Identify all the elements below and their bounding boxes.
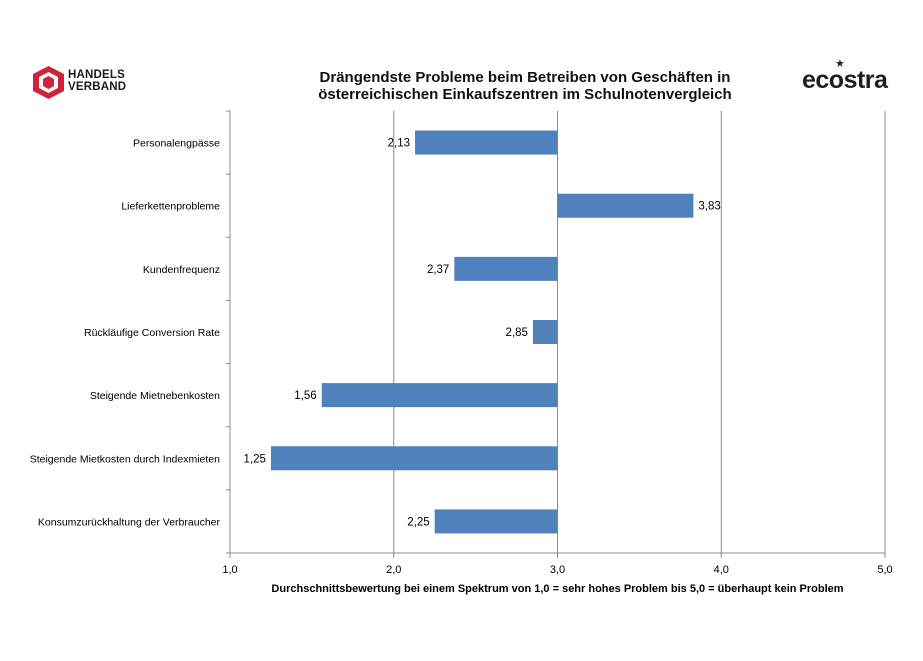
category-label: Personalengpässe bbox=[133, 138, 220, 150]
bar bbox=[321, 383, 558, 408]
handelsverband-logo-mark bbox=[33, 66, 64, 99]
x-tick-label: 5,0 bbox=[877, 564, 892, 576]
chart-title-line-1: Drängendste Probleme beim Betreiben von … bbox=[319, 69, 731, 86]
x-tick-label: 2,0 bbox=[386, 564, 401, 576]
bar bbox=[270, 446, 558, 471]
data-label: 1,25 bbox=[244, 453, 266, 465]
data-label: 2,85 bbox=[506, 327, 528, 339]
chart-title-line-2: österreichischen Einkaufszentren im Schu… bbox=[318, 86, 732, 103]
handelsverband-logo-text: HANDELS VERBAND bbox=[68, 69, 127, 93]
category-label: Steigende Mietkosten durch Indexmieten bbox=[30, 453, 220, 465]
category-label: Steigende Mietnebenkosten bbox=[90, 390, 220, 402]
data-label: 2,37 bbox=[427, 264, 449, 276]
chart-title: Drängendste Probleme beim Betreiben von … bbox=[290, 69, 760, 103]
category-label: Kundenfrequenz bbox=[143, 264, 220, 276]
bar bbox=[454, 256, 558, 281]
x-tick-label: 4,0 bbox=[714, 564, 729, 576]
bar bbox=[434, 509, 558, 534]
category-label: Konsumzurückhaltung der Verbraucher bbox=[38, 516, 221, 528]
ecostra-logo-text: ecostra bbox=[802, 66, 888, 94]
ecostra-logo: ecostra ★ bbox=[802, 58, 888, 95]
x-tick-label: 3,0 bbox=[550, 564, 565, 576]
x-tick-label: 1,0 bbox=[222, 564, 237, 576]
data-label: 1,56 bbox=[294, 390, 316, 402]
bar bbox=[557, 193, 694, 218]
x-axis-label: Durchschnittsbewertung bei einem Spektru… bbox=[271, 583, 844, 595]
bar bbox=[532, 320, 558, 344]
data-label: 3,83 bbox=[698, 201, 720, 213]
category-label: Lieferkettenprobleme bbox=[121, 201, 220, 213]
category-label: Rückläufige Conversion Rate bbox=[84, 327, 220, 339]
star-icon: ★ bbox=[835, 58, 845, 70]
bar bbox=[415, 130, 558, 155]
data-label: 2,13 bbox=[388, 138, 410, 150]
handelsverband-logo: HANDELS VERBAND bbox=[33, 66, 133, 100]
data-label: 2,25 bbox=[407, 516, 429, 528]
